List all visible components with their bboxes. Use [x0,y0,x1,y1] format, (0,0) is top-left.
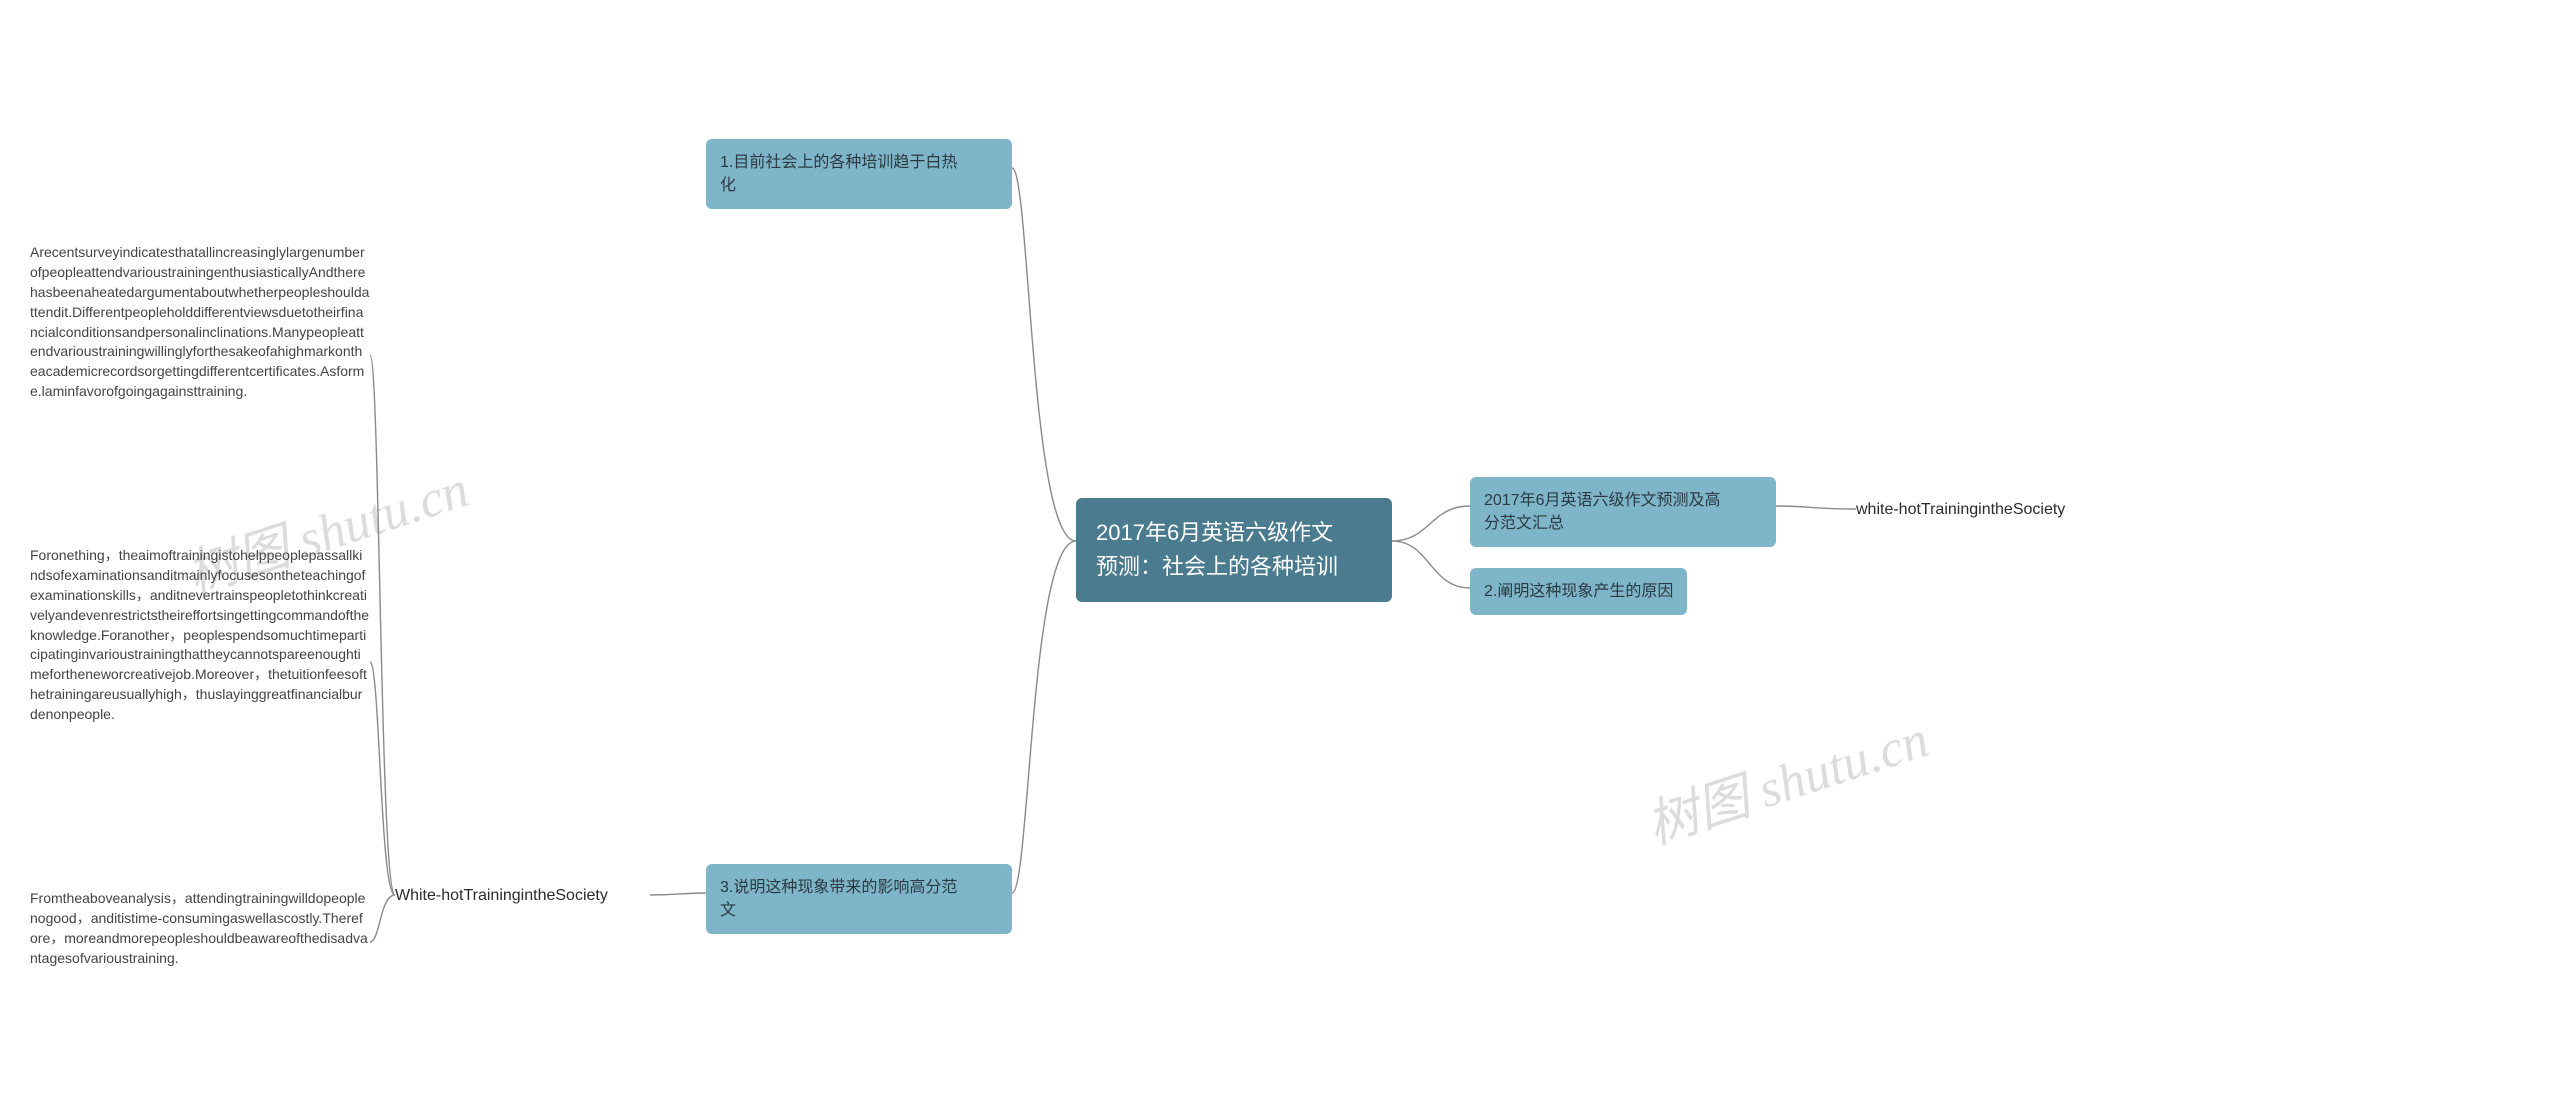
node-text-line: 1.目前社会上的各种培训趋于白热 [720,154,957,171]
node-text-line: 化 [720,177,736,194]
node-text: white-hotTrainingintheSociety [1856,498,2065,521]
node-text: White-hotTrainingintheSociety [395,884,608,907]
paragraph-3-node[interactable]: Fromtheaboveanalysis，attendingtrainingwi… [30,889,370,969]
watermark-text: 树图 shutu.cn [1640,711,1935,855]
central-topic-line2: 预测：社会上的各种培训 [1096,554,1338,579]
connector [1012,541,1076,893]
connector [370,355,395,895]
left-branch-point3-node[interactable]: 3.说明这种现象带来的影响高分范 文 [706,864,1012,934]
left-branch-point1-node[interactable]: 1.目前社会上的各种培训趋于白热 化 [706,139,1012,209]
node-text: 2.阐明这种现象产生的原因 [1484,583,1673,600]
paragraph-1-node[interactable]: Arecentsurveyindicatesthatallincreasingl… [30,243,370,402]
node-text-line: 2017年6月英语六级作文预测及高 [1484,492,1721,509]
watermark: 树图 shutu.cn [1636,697,1937,858]
left-branch-subtitle-node[interactable]: White-hotTrainingintheSociety [395,884,608,907]
connector [1392,541,1470,588]
mindmap-canvas: 树图 shutu.cn 树图 shutu.cn 2017年6月英语六级作文 预测… [0,0,2560,1095]
node-text-line: 文 [720,902,736,919]
connector [1776,506,1856,509]
connector [370,895,395,942]
node-text-line: 分范文汇总 [1484,515,1564,532]
paragraph-2-node[interactable]: Foronething，theaimoftrainingistohelppeop… [30,546,370,725]
connector [1392,506,1470,541]
right-branch-summary-node[interactable]: 2017年6月英语六级作文预测及高 分范文汇总 [1470,477,1776,547]
connector [1012,168,1076,541]
right-branch-leaf-node[interactable]: white-hotTrainingintheSociety [1856,498,2065,521]
connector [650,893,706,895]
node-text-line: 3.说明这种现象带来的影响高分范 [720,879,957,896]
connector [370,662,395,895]
paragraph-text: Arecentsurveyindicatesthatallincreasingl… [30,243,370,402]
right-branch-reason-node[interactable]: 2.阐明这种现象产生的原因 [1470,568,1687,615]
paragraph-text: Foronething，theaimoftrainingistohelppeop… [30,546,370,725]
central-topic-node[interactable]: 2017年6月英语六级作文 预测：社会上的各种培训 [1076,498,1392,602]
central-topic-line1: 2017年6月英语六级作文 [1096,520,1333,545]
paragraph-text: Fromtheaboveanalysis，attendingtrainingwi… [30,889,370,969]
